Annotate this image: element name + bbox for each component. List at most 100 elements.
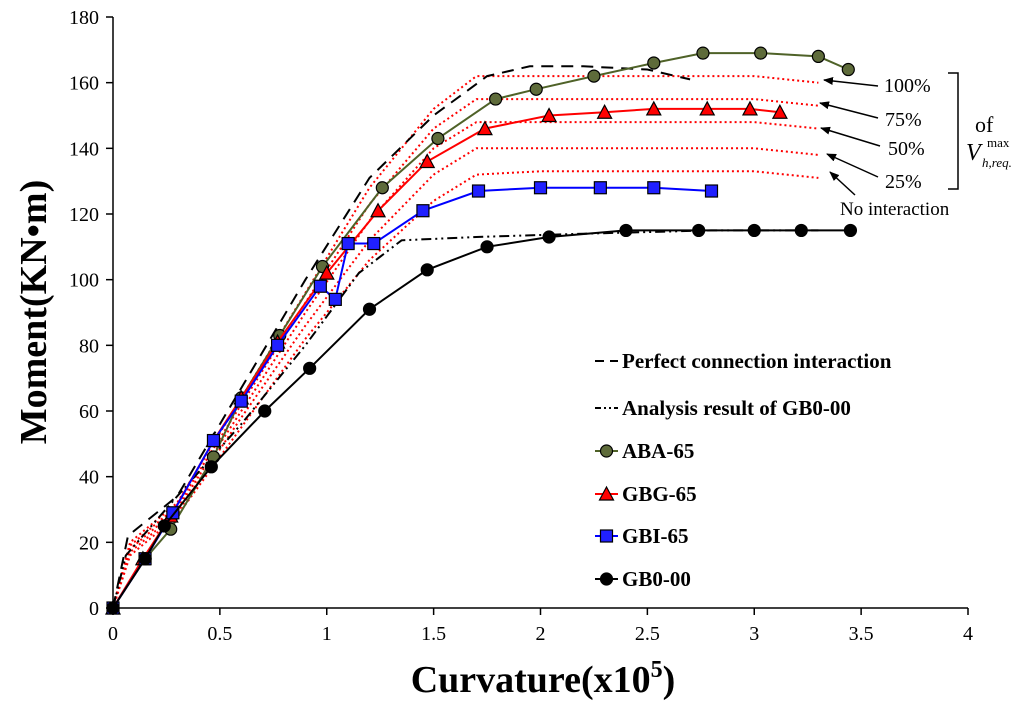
legend-item-5: GB0-00 <box>595 567 691 591</box>
y-tick-label: 160 <box>69 73 99 95</box>
y-tick-label: 100 <box>69 270 99 292</box>
series-3-point <box>541 107 558 123</box>
series-2-point <box>754 46 768 60</box>
y-axis-title: Moment(KN•m) <box>13 180 55 444</box>
interaction-curve-4 <box>112 170 819 609</box>
annotation-arrow-1 <box>819 101 879 119</box>
x-tick-label: 2 <box>536 623 546 645</box>
legend-label-5: GB0-00 <box>622 567 691 591</box>
annotation-percent-1: 75% <box>885 109 922 131</box>
annotation-percent-0: 100% <box>884 75 931 97</box>
x-axis-title-exponent: 5 <box>651 657 663 683</box>
series-4-point <box>533 181 548 195</box>
series-4-point <box>367 236 381 251</box>
x-tick-label: 3 <box>749 623 759 645</box>
x-tick-label: 0.5 <box>207 623 232 645</box>
plot-lines <box>104 46 858 615</box>
interaction-curve-0 <box>112 75 819 609</box>
series-5-point <box>542 230 556 244</box>
series-2-point <box>647 56 661 70</box>
tick-labels: 0 0.5 1 1.5 2 2.5 3 3.5 402040608010012014016018… <box>69 7 973 645</box>
y-tick-label: 0 <box>89 598 99 620</box>
series-3-point <box>419 153 436 169</box>
series-4-point <box>234 394 248 408</box>
legend-item-1: Analysis result of GB0-00 <box>595 396 851 420</box>
series-2-point <box>489 92 503 106</box>
annotation-v-sup: max <box>987 135 1010 150</box>
legend-marker-5 <box>599 572 614 586</box>
series-2-point <box>841 62 855 77</box>
series-5 <box>106 223 858 615</box>
series-5-point <box>843 223 858 238</box>
y-tick-label: 80 <box>79 335 99 357</box>
interaction-curve-2 <box>112 121 819 609</box>
x-tick-label: 1.5 <box>421 623 446 645</box>
annotations: 100% 75% 50% 25% No interaction of V max h,req. <box>819 72 1012 220</box>
x-tick-label: 4 <box>963 623 973 645</box>
series-2-point <box>811 49 825 64</box>
series-3-point <box>476 120 493 136</box>
series-4-point <box>341 236 355 251</box>
series-5-point <box>692 223 706 238</box>
legend-label-1: Analysis result of GB0-00 <box>622 396 851 420</box>
series-4-point <box>313 279 327 293</box>
annotation-no-interaction: No interaction <box>840 199 950 220</box>
series-4-point <box>471 184 486 198</box>
series-4-point <box>593 181 607 195</box>
series-3-point <box>370 202 387 218</box>
series-line-2 <box>112 52 849 609</box>
legend-label-3: GBG-65 <box>622 482 697 506</box>
legend-marker-4 <box>599 529 614 543</box>
series-5-point <box>794 223 808 238</box>
series-5-point <box>204 460 218 474</box>
y-tick-label: 180 <box>69 7 99 29</box>
legend-item-0: Perfect connection interaction <box>595 349 892 373</box>
y-tick-label: 120 <box>69 204 99 226</box>
legend-item-3: GBG-65 <box>595 482 697 506</box>
legend-marker-3 <box>598 485 615 501</box>
series-0 <box>112 65 691 609</box>
series-4 <box>106 181 719 615</box>
annotation-bracket <box>948 72 959 190</box>
series-4-point <box>704 184 719 198</box>
series-4-point <box>328 292 342 306</box>
series-5-point <box>420 263 434 277</box>
annotation-v-symbol: V <box>966 140 983 166</box>
series-5-point <box>747 223 761 238</box>
series-4-point <box>647 181 661 195</box>
legend-label-2: ABA-65 <box>622 439 694 463</box>
x-tick-label: 3.5 <box>849 623 874 645</box>
legend-label-4: GBI-65 <box>622 524 689 548</box>
series-2 <box>106 46 855 615</box>
annotation-of-text: of <box>975 112 994 137</box>
series-5-point <box>362 302 377 316</box>
series-5-point <box>258 404 272 418</box>
series-4-point <box>270 338 285 352</box>
legend: Perfect connection interaction Analysis r… <box>595 349 892 591</box>
y-tick-label: 20 <box>79 532 99 554</box>
series-5-point <box>303 361 317 375</box>
legend-item-2: ABA-65 <box>595 439 694 463</box>
annotation-arrow-2 <box>820 126 881 147</box>
series-2-point <box>375 181 389 195</box>
y-tick-label: 60 <box>79 401 99 423</box>
series-3-point <box>645 100 662 116</box>
series-3-point <box>318 264 335 280</box>
annotation-v-sub: h,req. <box>982 155 1012 170</box>
annotation-percent-2: 50% <box>888 138 925 160</box>
x-axis-title: Curvature(x105) <box>411 657 676 701</box>
annotation-percent-3: 25% <box>885 171 922 193</box>
series-3-point <box>771 103 788 119</box>
x-tick-label: 1 <box>322 623 332 645</box>
series-3-point <box>699 100 716 116</box>
series-1 <box>112 229 819 609</box>
series-5-point <box>157 519 171 533</box>
x-tick-label: 2.5 <box>635 623 660 645</box>
series-4-point <box>416 204 430 218</box>
series-2-point <box>529 82 543 96</box>
annotation-arrow-0 <box>823 77 879 87</box>
y-tick-label: 140 <box>69 138 99 160</box>
series-line-4 <box>112 186 712 609</box>
annotation-arrow-no-interaction <box>829 171 856 196</box>
series-5-point <box>619 223 633 238</box>
